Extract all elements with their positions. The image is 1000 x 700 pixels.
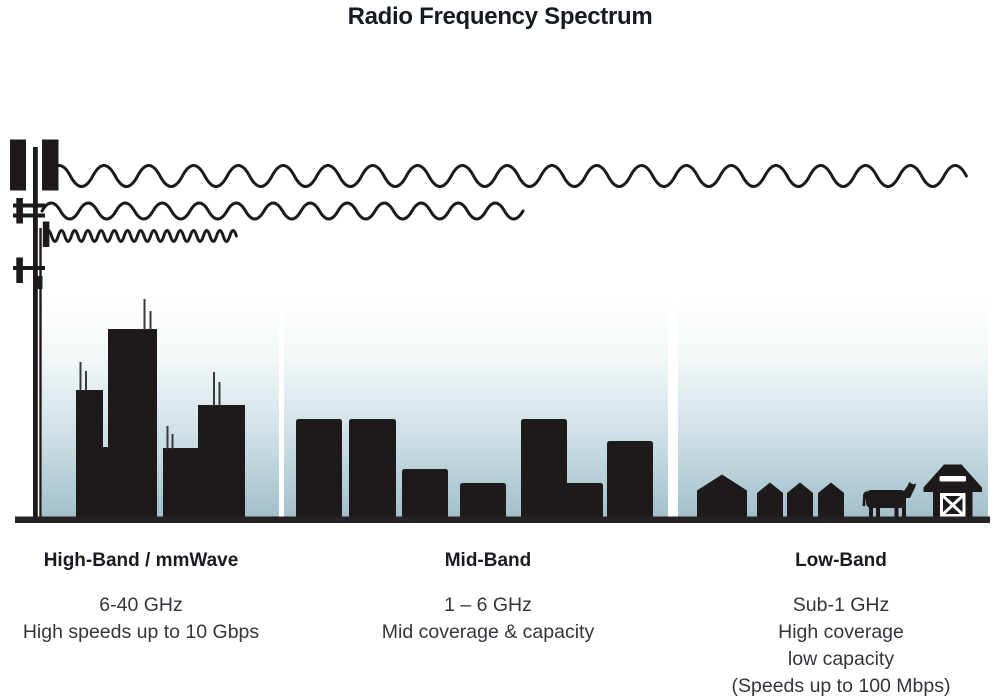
- barn-door-crossbuck: [940, 493, 966, 517]
- cow-leg: [876, 504, 880, 518]
- tower-mid-antenna-left: [16, 198, 23, 224]
- low-band-frequency: Sub-1 GHz: [792, 594, 890, 616]
- tower-top-antenna-left: [10, 139, 26, 191]
- mid-band-description: Mid coverage & capacity: [381, 621, 595, 643]
- high-band-short-wave: [43, 229, 238, 243]
- antenna-mast: [79, 362, 82, 391]
- high-band-description: High speeds up to 10 Gbps: [22, 621, 260, 643]
- house-icon: [757, 482, 783, 517]
- cow-tail: [862, 491, 867, 507]
- cow-leg: [902, 504, 906, 518]
- low-band-label: Low-Band Sub-1 GHz High coverage low cap…: [695, 549, 987, 700]
- tower-crossbar: [13, 266, 45, 270]
- building: [349, 419, 396, 518]
- building: [460, 483, 506, 518]
- low-band-scene: [697, 464, 982, 518]
- antenna-mast: [166, 426, 169, 449]
- building: [402, 469, 448, 518]
- high-band-name: High-Band / mmWave: [43, 550, 239, 571]
- mid-band-medium-wave: [40, 201, 525, 221]
- barn-silhouette: [923, 464, 982, 518]
- low-band-speed-note: (Speeds up to 100 Mbps): [731, 675, 951, 697]
- mid-band-frequency: 1 – 6 GHz: [444, 594, 532, 616]
- low-band-description: High coverage: [778, 621, 904, 643]
- antenna-mast: [85, 371, 87, 391]
- cell-tower-icon: [10, 139, 59, 517]
- cow-leg: [894, 504, 899, 518]
- building: [521, 419, 567, 518]
- mid-band-label: Mid-Band 1 – 6 GHz Mid coverage & capaci…: [347, 549, 629, 646]
- tower-crossbar: [13, 203, 45, 208]
- radio-waves: [40, 164, 968, 243]
- mid-band-skyline-icon: [296, 419, 653, 518]
- barn-loft-window: [939, 476, 966, 482]
- building: [607, 441, 653, 518]
- rooftop-antennas: [79, 299, 221, 449]
- building: [108, 329, 157, 517]
- tower-low-antenna-left: [16, 257, 23, 283]
- building: [296, 419, 342, 518]
- antenna-mast: [149, 311, 152, 330]
- cow-head: [899, 483, 916, 498]
- low-band-description: low capacity: [787, 648, 895, 670]
- house-icon: [818, 482, 844, 517]
- ground-line: [15, 516, 990, 523]
- building: [198, 405, 245, 517]
- high-band-frequency: 6-40 GHz: [99, 594, 183, 616]
- antenna-mast: [171, 434, 174, 449]
- high-band-skyline-icon: [76, 299, 245, 517]
- tower-crossbar: [13, 213, 45, 218]
- building: [76, 390, 103, 517]
- tower-stub: [37, 276, 43, 289]
- mid-band-name: Mid-Band: [444, 550, 532, 571]
- house-icon: [787, 482, 813, 517]
- mid-band-coverage-panel: [284, 298, 668, 517]
- building: [163, 448, 198, 517]
- tower-pole: [33, 147, 38, 517]
- house-icon: [697, 474, 747, 517]
- cow-horn: [912, 483, 917, 487]
- barn-icon: [923, 464, 982, 518]
- tower-pole-secondary: [39, 228, 42, 517]
- tower-top-antenna-right: [42, 139, 59, 191]
- barn-door: [940, 493, 966, 517]
- antenna-mast: [143, 299, 146, 330]
- page-title: Radio Frequency Spectrum: [347, 3, 653, 30]
- cow-icon: [862, 482, 917, 518]
- antenna-mast: [213, 372, 215, 406]
- cow-body: [866, 490, 906, 508]
- low-band-long-wave: [46, 164, 968, 188]
- low-band-name: Low-Band: [795, 550, 887, 571]
- building: [103, 447, 109, 517]
- high-band-label: High-Band / mmWave 6-40 GHz High speeds …: [0, 549, 282, 646]
- cow-leg: [869, 504, 873, 518]
- building: [565, 483, 603, 518]
- cow-horn: [908, 482, 911, 486]
- spectrum-illustration: [10, 139, 990, 523]
- antenna-mast: [218, 382, 221, 406]
